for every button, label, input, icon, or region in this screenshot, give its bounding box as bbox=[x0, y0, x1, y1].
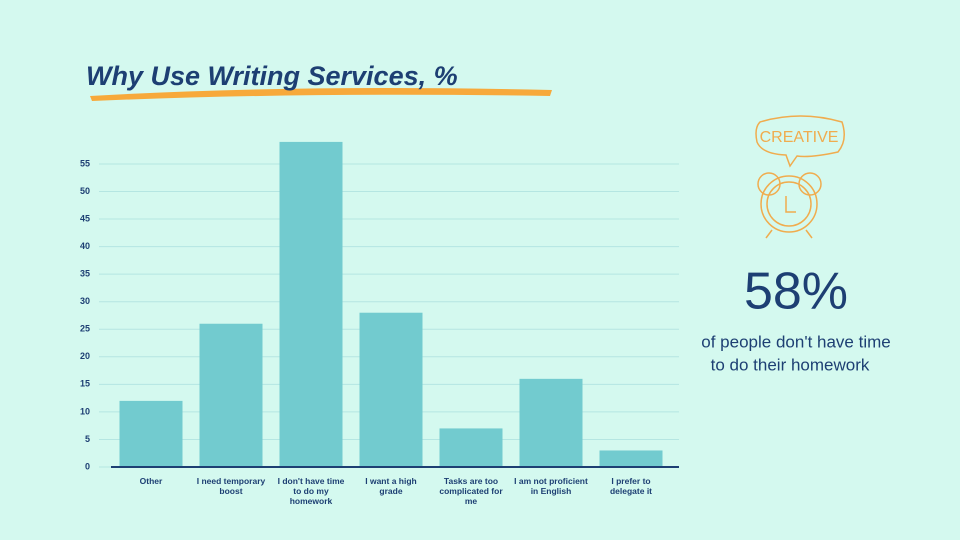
bar bbox=[279, 141, 343, 467]
y-tick-label: 25 bbox=[80, 324, 90, 334]
title-underline bbox=[90, 88, 552, 101]
y-tick-label: 40 bbox=[80, 241, 90, 251]
callout-value: 58% bbox=[744, 263, 848, 321]
bar bbox=[439, 428, 503, 467]
y-tick-label: 55 bbox=[80, 158, 90, 168]
y-tick-label: 20 bbox=[80, 351, 90, 361]
x-tick-label: I am not proficient in English bbox=[514, 476, 588, 496]
x-tick-label: I prefer to delegate it bbox=[609, 476, 653, 496]
y-tick-label: 35 bbox=[80, 269, 90, 279]
y-tick-label: 50 bbox=[80, 186, 90, 196]
bar bbox=[599, 450, 663, 467]
x-tick-label: I want a high grade bbox=[365, 476, 417, 496]
bar bbox=[519, 378, 583, 467]
creative-icon bbox=[755, 115, 845, 239]
x-tick-label: Tasks are too complicated for me bbox=[439, 476, 503, 506]
callout-text: of people don't have time bbox=[701, 332, 890, 351]
y-tick-label: 30 bbox=[80, 296, 90, 306]
x-tick-label: I need temporary boost bbox=[196, 476, 266, 496]
bar bbox=[359, 312, 423, 467]
bar bbox=[199, 323, 263, 467]
y-tick-label: 0 bbox=[85, 461, 90, 471]
x-tick-label: Other bbox=[139, 476, 163, 486]
bar bbox=[119, 400, 183, 467]
y-tick-label: 45 bbox=[80, 213, 90, 223]
chart-title: Why Use Writing Services, % bbox=[86, 61, 458, 91]
callout-text: to do their homework bbox=[711, 355, 870, 374]
y-tick-label: 5 bbox=[85, 434, 90, 444]
y-tick-label: 10 bbox=[80, 406, 90, 416]
x-tick-label: I don't have time to do my homework bbox=[277, 476, 345, 506]
icon-text: CREATIVE bbox=[760, 129, 839, 146]
y-tick-label: 15 bbox=[80, 379, 90, 389]
